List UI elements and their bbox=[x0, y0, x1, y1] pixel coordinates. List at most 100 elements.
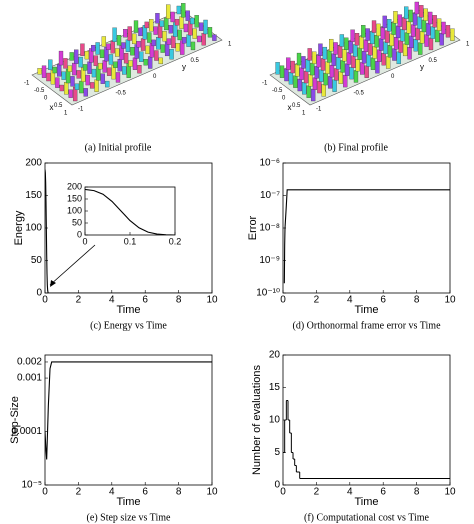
vector-glyph bbox=[115, 72, 121, 83]
vector-glyph bbox=[314, 66, 319, 79]
vector-glyph bbox=[361, 25, 366, 38]
vector-glyph bbox=[192, 28, 197, 39]
vector-glyph bbox=[198, 22, 204, 31]
vector-glyph bbox=[299, 67, 304, 80]
vector-glyph bbox=[397, 14, 403, 27]
x-tick-label: -0.5 bbox=[272, 88, 283, 94]
vector-glyph bbox=[293, 75, 298, 88]
vector-glyph bbox=[409, 35, 414, 49]
vector-glyph bbox=[93, 55, 98, 66]
vector-glyph bbox=[350, 29, 355, 42]
y-tick-label: 15 bbox=[269, 382, 281, 393]
vector-glyph bbox=[327, 76, 333, 89]
y-tick-label: 1 bbox=[228, 42, 232, 48]
x-tick-label: 4 bbox=[109, 295, 115, 306]
y-tick-label: 0 bbox=[274, 480, 280, 491]
y-tick-label: 10⁻⁷ bbox=[260, 190, 280, 201]
vector-glyph bbox=[400, 29, 405, 42]
vector-glyph bbox=[159, 20, 165, 27]
vector-glyph bbox=[181, 3, 186, 18]
vector-glyph bbox=[355, 58, 360, 72]
caption: (c) Energy vs Time bbox=[90, 320, 167, 331]
vector-glyph bbox=[402, 17, 407, 31]
vector-glyph bbox=[305, 59, 311, 72]
vector-glyph bbox=[132, 57, 138, 70]
vector-glyph bbox=[147, 56, 153, 69]
vector-glyph bbox=[106, 67, 112, 76]
line bbox=[45, 361, 212, 460]
vector-glyph bbox=[125, 39, 131, 52]
vector-glyph bbox=[138, 27, 143, 37]
vector-glyph bbox=[338, 71, 343, 84]
y-tick-label: 150 bbox=[25, 190, 42, 201]
vector-glyph bbox=[308, 74, 313, 87]
vector-glyph bbox=[164, 17, 169, 31]
vector-glyph bbox=[113, 61, 118, 68]
line bbox=[45, 169, 212, 293]
x-tick-label: 0 bbox=[44, 96, 48, 102]
vector-glyph bbox=[295, 64, 300, 77]
y-tick-label: -1 bbox=[316, 107, 322, 113]
vector-glyph bbox=[212, 34, 217, 41]
x-tick-label: 1 bbox=[64, 111, 68, 117]
vector-glyph bbox=[325, 61, 330, 74]
arrow-head bbox=[50, 280, 57, 287]
vector-glyph bbox=[321, 84, 326, 97]
vector-glyph bbox=[183, 23, 189, 33]
x-tick-label: 8 bbox=[414, 295, 420, 306]
vector-glyph bbox=[383, 41, 388, 55]
y-tick-label: 50 bbox=[72, 217, 82, 227]
vector-glyph bbox=[320, 58, 326, 71]
x-axis-label: Time bbox=[354, 304, 378, 316]
vector-glyph bbox=[348, 41, 353, 54]
x-tick-label: 0 bbox=[42, 487, 48, 498]
vector-glyph bbox=[361, 51, 367, 64]
vector-glyph bbox=[166, 38, 172, 45]
vector-glyph bbox=[316, 54, 321, 68]
vector-glyph bbox=[436, 18, 442, 31]
y-axis-label: Energy bbox=[13, 210, 25, 245]
x-tick-label: 0.5 bbox=[54, 103, 63, 109]
x-tick-label: 6 bbox=[142, 487, 148, 498]
caption: (b) Final profile bbox=[324, 142, 388, 153]
y-tick-label: 10⁻¹⁰ bbox=[256, 288, 280, 299]
vector-glyph bbox=[121, 42, 126, 49]
vector-glyph bbox=[334, 68, 339, 81]
axes-frame bbox=[282, 354, 451, 486]
y-axis-label: y bbox=[420, 63, 424, 72]
vector-glyph bbox=[382, 15, 387, 29]
vector-glyph bbox=[68, 89, 73, 98]
y-tick-label: 0 bbox=[153, 74, 157, 80]
vector-glyph bbox=[127, 26, 132, 41]
vector-glyph bbox=[158, 57, 163, 65]
y-tick-label: 100 bbox=[67, 205, 82, 215]
vector-glyph bbox=[297, 78, 302, 92]
vector-glyph bbox=[342, 48, 347, 62]
y-tick-label: 200 bbox=[67, 181, 82, 191]
vector-glyph bbox=[89, 82, 95, 89]
vector-glyph bbox=[48, 59, 53, 70]
caption: (a) Initial profile bbox=[85, 142, 152, 153]
vector-glyph bbox=[423, 8, 428, 21]
line bbox=[85, 188, 175, 235]
vector-glyph bbox=[130, 47, 135, 56]
x-tick-label: 10 bbox=[444, 295, 456, 306]
vector-glyph bbox=[349, 66, 354, 80]
y-tick-label: 0 bbox=[36, 288, 42, 299]
y-tick-label: 50 bbox=[31, 255, 43, 266]
x-tick-label: 0.1 bbox=[124, 236, 137, 246]
vector-glyph bbox=[123, 53, 129, 64]
vector-glyph bbox=[279, 65, 285, 78]
vector-glyph bbox=[336, 56, 341, 70]
vector-glyph bbox=[147, 32, 152, 43]
vector-glyph bbox=[286, 57, 291, 70]
vector-glyph bbox=[322, 46, 328, 60]
x-tick-label: 4 bbox=[109, 487, 115, 498]
vector-glyph bbox=[360, 62, 365, 75]
vector-glyph bbox=[98, 62, 103, 70]
caption: (e) Step size vs Time bbox=[87, 512, 171, 523]
vector-glyph bbox=[378, 38, 384, 51]
vector-glyph bbox=[377, 49, 382, 62]
vector-glyph bbox=[359, 36, 364, 49]
vector-glyph bbox=[393, 11, 398, 24]
